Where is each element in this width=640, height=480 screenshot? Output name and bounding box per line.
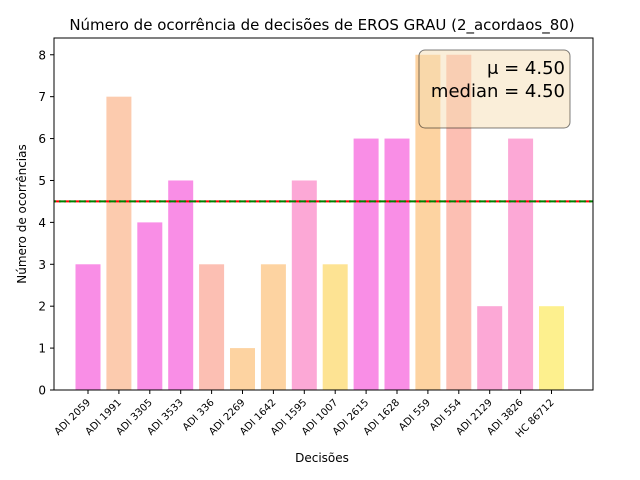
y-axis-ticks: 0 1 2 3 4 5 6 7 8 xyxy=(38,48,54,398)
bar xyxy=(230,348,255,390)
bar xyxy=(384,138,410,390)
y-tick-label: 8 xyxy=(38,48,46,62)
y-tick-label: 3 xyxy=(38,258,46,272)
bar xyxy=(199,264,225,390)
bar xyxy=(260,264,286,390)
bar xyxy=(477,306,503,390)
x-tick-label: ADI 559 xyxy=(397,397,433,433)
stats-box: μ = 4.50 median = 4.50 xyxy=(418,49,571,129)
bar xyxy=(291,180,317,390)
stats-mean-label: μ = 4.50 xyxy=(487,58,565,79)
bar xyxy=(322,264,348,390)
y-axis-label: Número de ocorrências xyxy=(15,144,29,284)
y-tick-label: 0 xyxy=(38,384,46,398)
y-tick-label: 2 xyxy=(38,300,46,314)
y-tick-label: 4 xyxy=(38,216,46,230)
bar xyxy=(137,222,163,390)
bars xyxy=(75,54,564,391)
stats-box-background xyxy=(418,49,571,129)
x-axis-label: Decisões xyxy=(295,451,349,465)
y-tick-label: 7 xyxy=(38,90,46,104)
stats-median-label: median = 4.50 xyxy=(431,81,565,102)
plot-frame xyxy=(53,37,594,391)
bar xyxy=(168,180,194,390)
y-tick-label: 1 xyxy=(38,342,46,356)
chart-title: Número de ocorrência de decisões de EROS… xyxy=(69,16,574,35)
y-tick-label: 5 xyxy=(38,174,46,188)
bar xyxy=(353,138,379,390)
bar xyxy=(508,138,534,390)
bar xyxy=(75,264,101,390)
bar xyxy=(106,96,132,391)
bar xyxy=(539,306,564,390)
y-tick-label: 6 xyxy=(38,132,46,146)
